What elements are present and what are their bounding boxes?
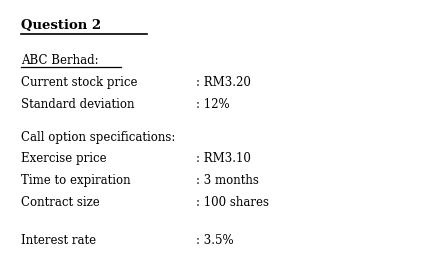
Text: : 12%: : 12% [196,98,230,111]
Text: Contract size: Contract size [21,196,100,209]
Text: ABC Berhad:: ABC Berhad: [21,54,99,67]
Text: Interest rate: Interest rate [21,234,96,247]
Text: Call option specifications:: Call option specifications: [21,131,176,144]
Text: Question 2: Question 2 [21,19,101,32]
Text: : RM3.20: : RM3.20 [196,76,251,89]
Text: : 3 months: : 3 months [196,174,259,187]
Text: : RM3.10: : RM3.10 [196,152,251,165]
Text: : 3.5%: : 3.5% [196,234,233,247]
Text: : 100 shares: : 100 shares [196,196,269,209]
Text: Current stock price: Current stock price [21,76,138,89]
Text: Exercise price: Exercise price [21,152,107,165]
Text: Time to expiration: Time to expiration [21,174,131,187]
Text: Standard deviation: Standard deviation [21,98,135,111]
